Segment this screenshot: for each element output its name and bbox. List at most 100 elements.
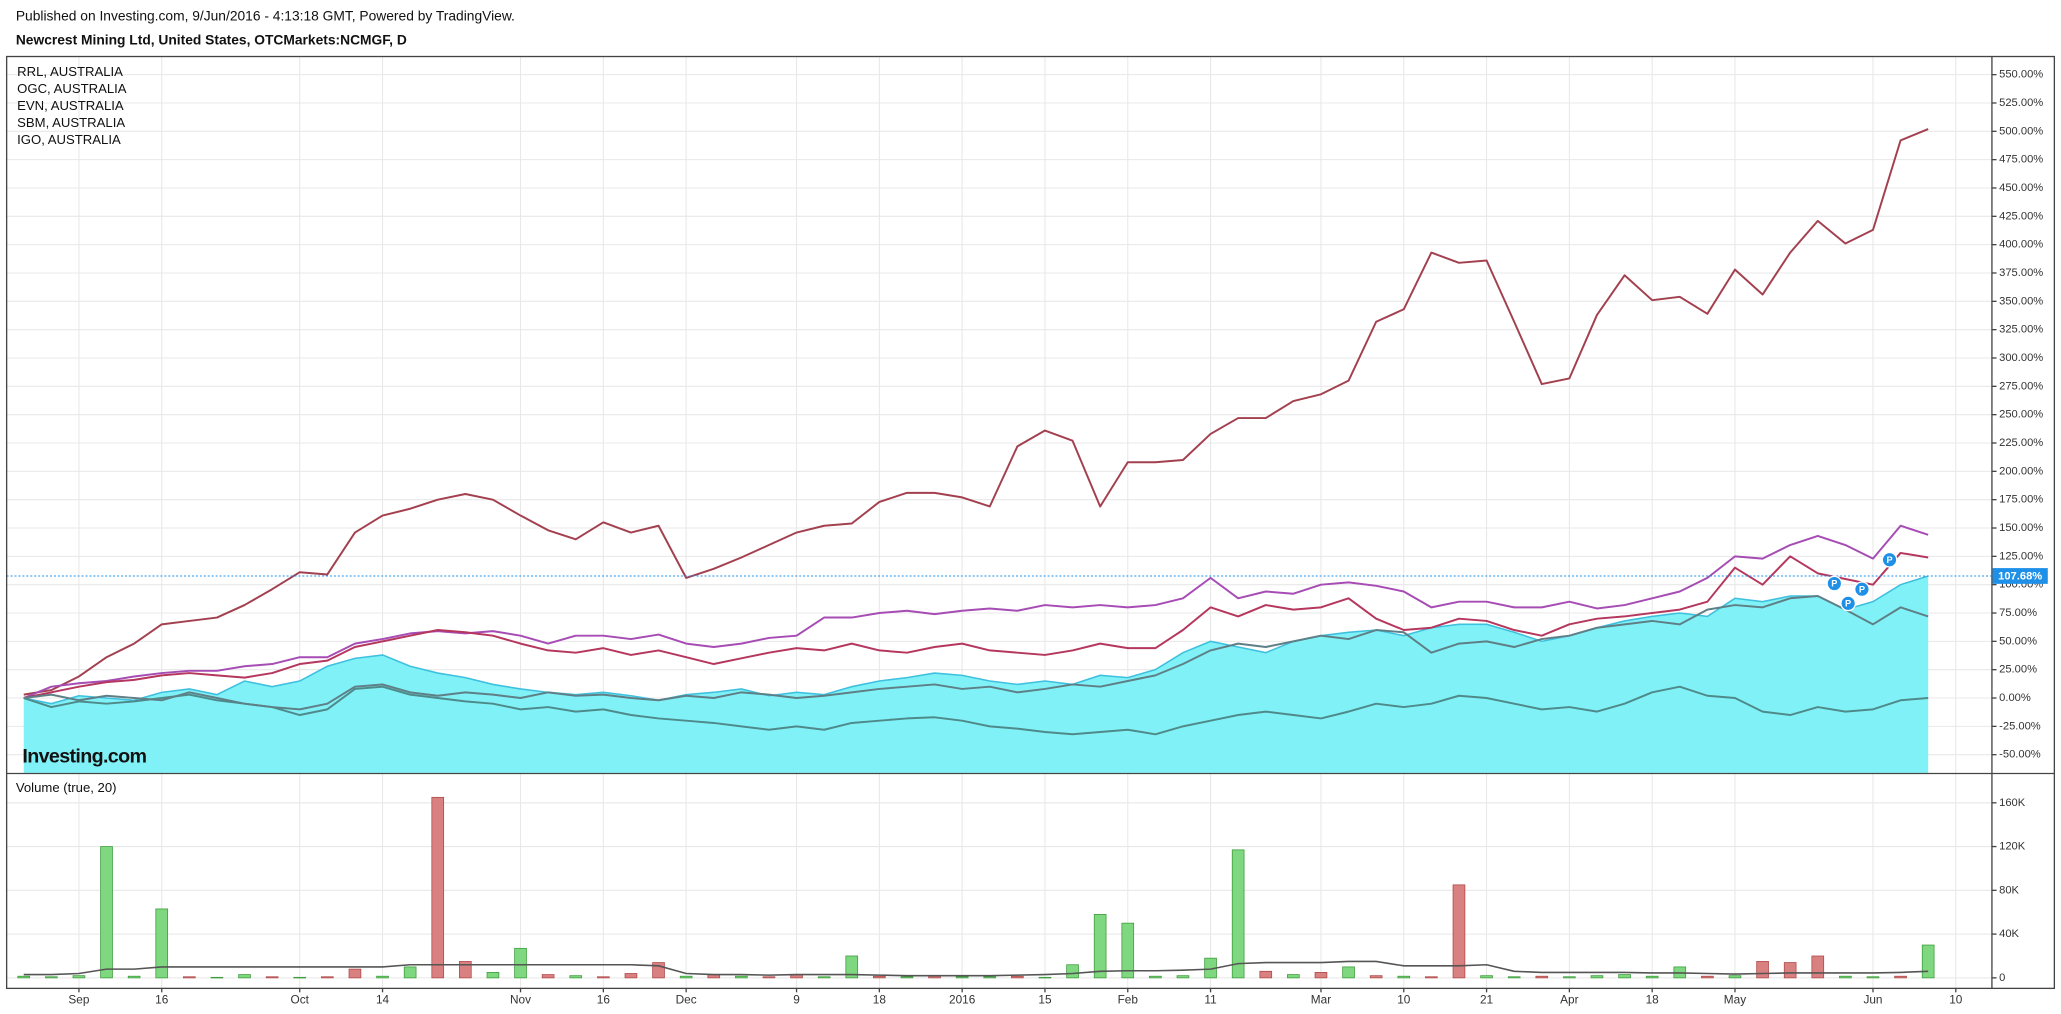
area (23, 575, 1929, 773)
y-tick-label: 350.00% (1999, 295, 2043, 307)
volume-bar (376, 975, 389, 979)
volume-bar (569, 975, 583, 979)
x-tick-label: Jun (1863, 992, 1882, 1006)
x-tick-label: 15 (1038, 992, 1052, 1006)
x-tick-label: 10 (1949, 992, 1963, 1006)
volume-bar (183, 976, 196, 979)
x-tick-label: 18 (873, 992, 887, 1006)
y-tick-label: 450.00% (1999, 182, 2043, 194)
volume-bar (900, 976, 914, 979)
volume-bar (762, 976, 776, 979)
frame (5, 55, 2056, 990)
x-tick-label: Sep (68, 992, 89, 1006)
volume-bar (127, 975, 141, 979)
area-line (23, 575, 1929, 705)
volume-bar (1921, 944, 1935, 979)
price-tag (1992, 568, 2048, 584)
volume-bar (265, 976, 279, 979)
volume-bar (1121, 922, 1135, 979)
volume-bar (1369, 975, 1383, 979)
y-tick-label: 120K (1999, 841, 2026, 853)
y-tick-label: 80K (1999, 884, 2019, 896)
volume-bar (845, 955, 859, 979)
y-tick-label: 40K (1999, 928, 2019, 940)
chart-subtitle: Published on Investing.com, 9/Jun/2016 -… (16, 9, 515, 24)
volume-bar (1038, 976, 1052, 979)
volume-bar (817, 976, 831, 979)
volume-bar (486, 972, 500, 979)
watermark: Investing.com (22, 745, 146, 767)
volume-bar (1397, 975, 1411, 979)
volume-bar (1645, 975, 1659, 979)
volume-bar (1783, 962, 1797, 979)
volume-bar (293, 976, 307, 979)
volume-bar (1894, 975, 1907, 979)
x-tick-label: 11 (1204, 992, 1216, 1006)
volume-bar (1839, 975, 1852, 979)
volume-bar (1728, 975, 1742, 979)
legend-label: OGC, AUSTRALIA (17, 81, 127, 96)
volume-bar (1811, 955, 1825, 979)
event-label: P (1831, 579, 1837, 589)
line (23, 595, 1929, 711)
x-tick-label: 10 (1397, 992, 1411, 1006)
volume-bar (72, 975, 86, 979)
volume-bar (1231, 849, 1245, 979)
volume-bar (597, 976, 610, 979)
y-tick-label: 375.00% (1999, 267, 2043, 279)
y-tick-label: 0 (1999, 972, 2005, 984)
volume-ma (23, 960, 1929, 977)
volume-bar (873, 975, 886, 979)
x-tick-label: Oct (291, 992, 310, 1006)
volume-bar (983, 976, 997, 979)
overlay: Volume (true, 20) Investing.com -50.00% -… (5, 55, 2056, 1006)
volume-bar (210, 976, 224, 979)
x-tick-label: Apr (1560, 992, 1578, 1006)
y-tick-label: 160K (1999, 797, 2026, 809)
volume-bar (735, 975, 748, 979)
event-marker (1881, 551, 1898, 568)
volume-bar (1866, 976, 1880, 979)
volume-bar (928, 975, 941, 979)
x-tick-label: 14 (376, 992, 390, 1006)
y-tick-label: 475.00% (1999, 154, 2043, 166)
x-tick-label: 9 (793, 992, 800, 1006)
volume-bar (431, 796, 445, 979)
x-tick-label: Feb (1118, 992, 1139, 1006)
volume-bar (238, 974, 251, 979)
y-tick-label: 400.00% (1999, 239, 2043, 251)
volume-bar (514, 947, 527, 979)
line (23, 551, 1929, 699)
y-tick-label: 275.00% (1999, 380, 2043, 392)
volume-bar (1563, 976, 1576, 979)
x-tick-label: 21 (1480, 992, 1493, 1006)
legend-label: IGO, AUSTRALIA (17, 132, 121, 147)
volume-bar (1066, 964, 1079, 979)
y-tick-label: 300.00% (1999, 352, 2043, 364)
y-tick-label: 550.00% (1999, 69, 2043, 81)
volume-bar (1259, 970, 1273, 979)
volume-bar (624, 973, 638, 979)
volume-bar (1176, 975, 1190, 979)
event-marker (1840, 595, 1857, 612)
volume-bar (459, 961, 472, 979)
plot (6, 128, 1992, 979)
volume-bar (45, 976, 58, 979)
volume-bar (1314, 972, 1328, 979)
volume-bar (541, 974, 555, 979)
y-tick-label: 425.00% (1999, 210, 2043, 222)
event-label: P (1845, 598, 1851, 608)
x-tick-label: May (1724, 992, 1746, 1006)
volume-bar (652, 962, 665, 979)
event-marker (1854, 581, 1870, 598)
volume-bar (1480, 975, 1493, 979)
x-tick-label: 2016 (949, 992, 976, 1006)
x-tick-label: Nov (510, 992, 531, 1006)
volume-bar (100, 846, 113, 979)
chart-title: Newcrest Mining Ltd, United States, OTCM… (16, 32, 407, 47)
legend-label: RRL, AUSTRALIA (17, 64, 123, 79)
volume-bar (1287, 974, 1300, 979)
